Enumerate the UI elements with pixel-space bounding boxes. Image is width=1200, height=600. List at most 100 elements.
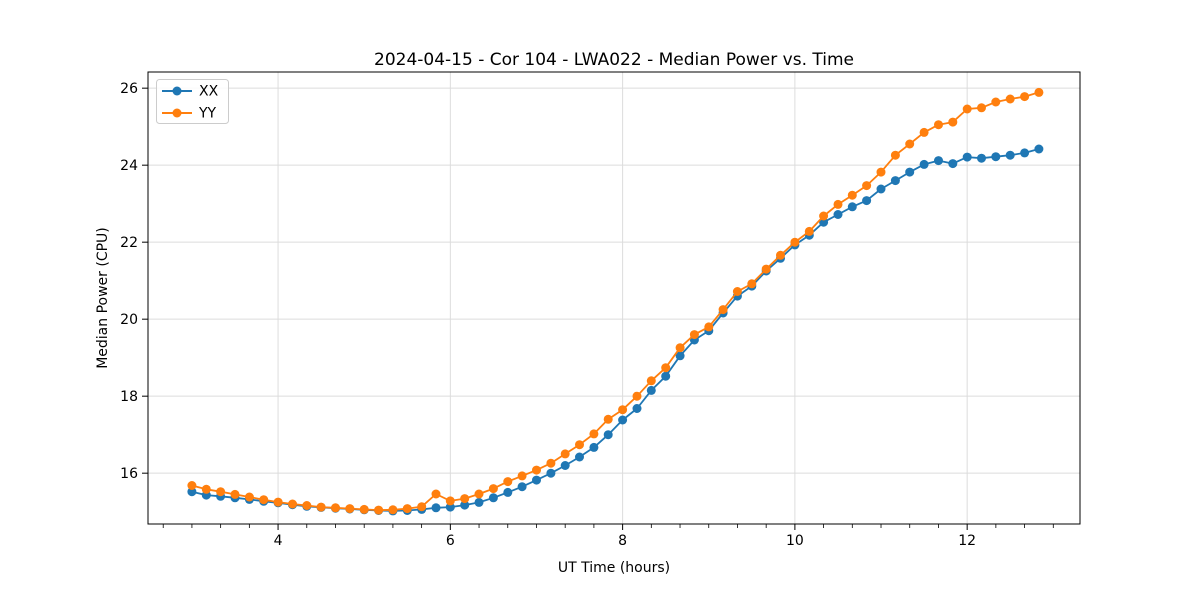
series-yy-point: [905, 139, 915, 149]
series-xx-point: [474, 497, 484, 507]
chart-title: 2024-04-15 - Cor 104 - LWA022 - Median P…: [374, 50, 854, 70]
series-yy-point: [747, 279, 757, 289]
series-yy-point: [374, 505, 384, 515]
axis-ticks: [142, 87, 1054, 530]
series-xx-point: [632, 404, 642, 413]
series-yy-point: [718, 305, 728, 315]
series-yy-point: [474, 489, 484, 499]
series-xx-point: [603, 430, 613, 440]
series-xx-point: [833, 210, 843, 219]
legend-label-xx: XX: [199, 84, 219, 100]
series-yy-point: [575, 440, 584, 450]
series-xx-point: [675, 351, 685, 361]
series-xx-point: [488, 493, 498, 503]
series-yy-point: [675, 343, 685, 353]
series-yy-point: [230, 489, 240, 499]
series-yy-point: [977, 103, 986, 113]
series-yy-point: [646, 376, 656, 386]
series-yy-point: [804, 226, 814, 236]
x-tick-label: 8: [618, 533, 627, 549]
y-tick-label: 22: [120, 235, 138, 251]
series-yy-point: [187, 481, 197, 490]
data-series: [187, 87, 1044, 516]
series-xx-point: [431, 503, 441, 513]
series-xx-point: [934, 156, 943, 166]
series-xx-point: [187, 487, 197, 497]
legend-item-xx: XX: [162, 84, 219, 100]
series-yy-point: [244, 492, 254, 502]
series-yy: [187, 87, 1044, 515]
plot-area-border: [147, 71, 1081, 525]
series-yy-point: [546, 458, 556, 468]
series-yy-point: [402, 504, 412, 514]
series-yy-point: [388, 505, 398, 515]
series-xx-point: [862, 196, 872, 206]
series-yy-point: [560, 449, 570, 459]
x-tick-label: 12: [958, 533, 976, 549]
series-yy-point: [445, 496, 455, 506]
series-xx-point: [991, 152, 1001, 162]
series-xx-point: [661, 371, 671, 381]
series-yy-line: [191, 91, 1040, 512]
x-tick-label: 10: [786, 533, 804, 549]
series-xx-point: [1020, 148, 1030, 158]
series-xx-point: [503, 487, 513, 497]
series-yy-point: [517, 471, 527, 481]
series-yy-point: [1005, 94, 1015, 104]
series-yy-point: [732, 287, 742, 296]
series-yy-point: [201, 484, 211, 494]
series-yy-point: [962, 104, 972, 114]
series-xx-point: [560, 461, 570, 470]
series-yy-point: [948, 117, 958, 127]
axis-tick-labels: 4 6 8 10 12 16 18 20 22 24 26: [120, 81, 976, 549]
series-yy-point: [661, 363, 671, 373]
y-tick-label: 24: [120, 158, 138, 174]
legend-marker-xx-icon: [172, 86, 182, 96]
series-yy-point: [273, 497, 283, 507]
series-yy-point: [503, 477, 513, 487]
series-xx: [187, 144, 1044, 516]
series-yy-point: [603, 414, 613, 424]
x-axis-label: UT Time (hours): [558, 560, 670, 576]
series-yy-point: [704, 322, 714, 332]
y-tick-label: 16: [120, 466, 138, 482]
series-yy-point: [589, 429, 599, 439]
series-xx-point: [905, 167, 915, 177]
series-xx-point: [546, 468, 556, 478]
series-yy-point: [331, 503, 340, 513]
series-yy-point: [632, 391, 642, 401]
legend-marker-yy-icon: [172, 108, 182, 118]
series-xx-point: [589, 442, 599, 452]
series-yy-point: [532, 465, 541, 475]
series-yy-point: [833, 199, 843, 209]
series-xx-point: [460, 500, 470, 510]
series-yy-point: [761, 264, 771, 274]
series-xx-point: [890, 176, 900, 186]
series-yy-point: [776, 250, 785, 260]
y-tick-label: 26: [120, 81, 138, 97]
legend: XX YY: [156, 79, 229, 124]
series-yy-point: [302, 501, 312, 510]
series-xx-point: [847, 202, 857, 212]
series-yy-point: [890, 150, 900, 160]
series-yy-point: [417, 502, 427, 512]
y-tick-label: 20: [120, 312, 138, 328]
series-yy-point: [431, 489, 441, 499]
series-xx-point: [919, 159, 929, 169]
series-xx-point: [1034, 144, 1044, 154]
series-xx-line: [191, 148, 1040, 512]
series-yy-point: [488, 484, 498, 494]
series-yy-point: [689, 330, 699, 340]
series-yy-point: [1034, 87, 1044, 97]
series-yy-point: [216, 487, 226, 497]
series-yy-point: [847, 190, 857, 200]
series-yy-point: [919, 127, 929, 137]
series-yy-point: [618, 405, 628, 415]
series-xx-point: [445, 502, 455, 512]
series-yy-point: [876, 167, 886, 177]
series-yy-point: [819, 211, 829, 221]
series-yy-point: [345, 504, 355, 514]
series-xx-point: [876, 184, 886, 194]
